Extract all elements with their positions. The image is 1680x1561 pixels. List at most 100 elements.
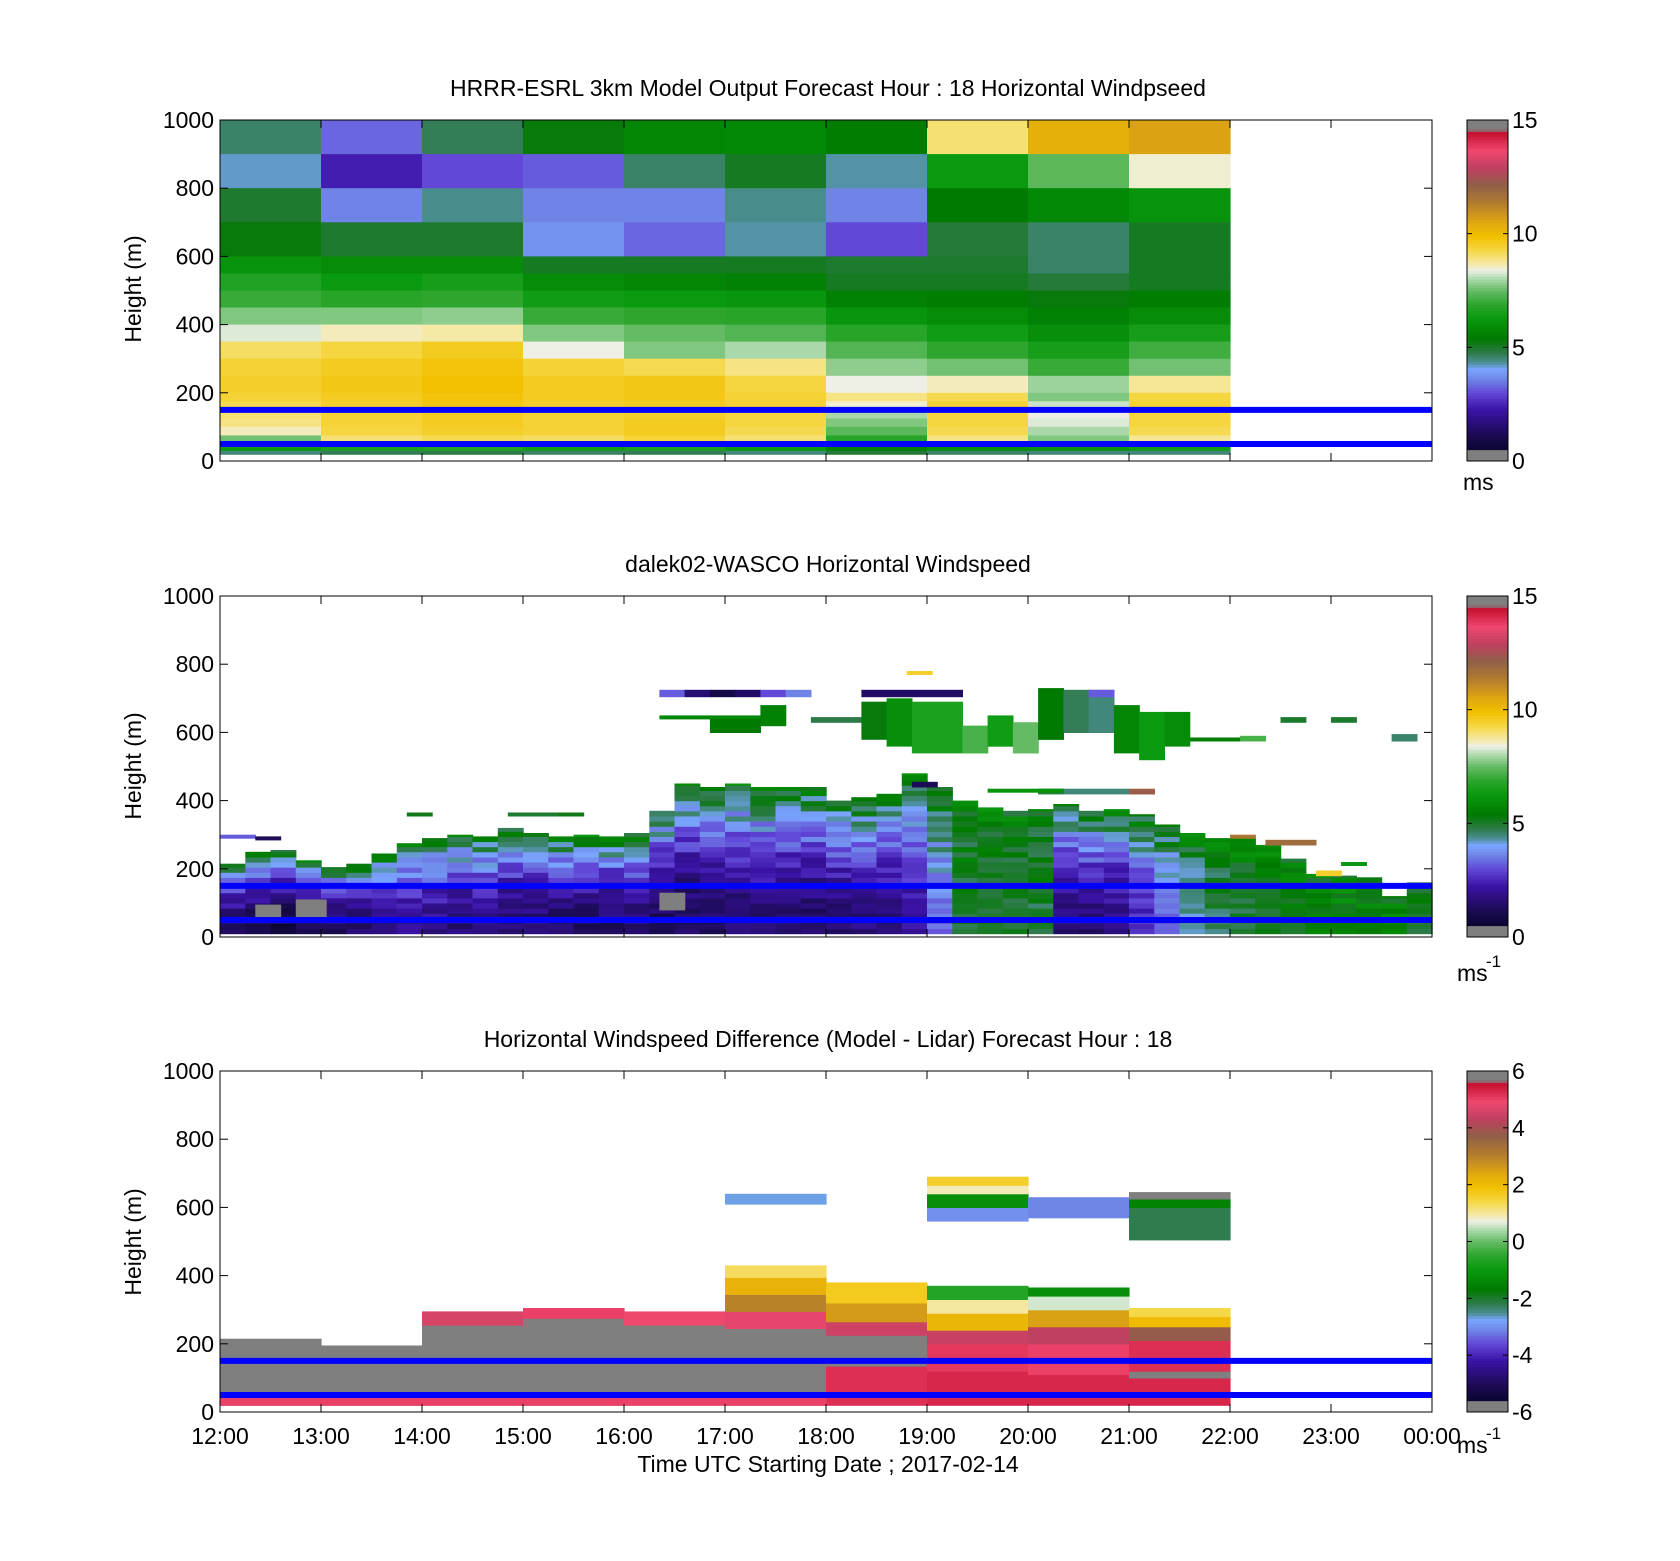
colorbar-segment	[1467, 726, 1508, 731]
lidar-gate	[1179, 833, 1206, 837]
lidar-gate	[750, 831, 777, 837]
colorbar-segment	[1467, 1099, 1508, 1103]
lidar-gate	[1280, 872, 1307, 878]
lidar-gate	[447, 862, 474, 868]
lidar-gate	[851, 805, 878, 812]
lidar-gate	[497, 902, 524, 909]
lidar-gate	[1331, 877, 1357, 883]
lidar-gate	[1230, 851, 1256, 858]
colorbar-segment	[1467, 624, 1508, 628]
lidar-gate	[699, 815, 726, 822]
lidar-gate	[1280, 858, 1307, 863]
lidar-gate	[674, 877, 701, 883]
lidar-gate	[1002, 892, 1029, 899]
colorbar-segment	[1467, 1394, 1508, 1399]
lidar-gate	[876, 826, 903, 832]
lidar-gate	[1255, 856, 1282, 863]
lidar-gate	[1053, 887, 1080, 894]
heatmap-cell	[624, 450, 726, 455]
heatmap-cell	[1129, 443, 1231, 452]
lidar-echo	[987, 788, 1064, 793]
lidar-gate	[371, 887, 398, 894]
lidar-gate	[1280, 908, 1307, 914]
colorbar-segment	[1467, 911, 1508, 915]
lidar-gate	[750, 815, 777, 822]
colorbar-segment	[1467, 1088, 1508, 1092]
heatmap-cell	[1129, 409, 1231, 419]
colorbar-segment	[1467, 441, 1508, 445]
lidar-gate	[1053, 897, 1080, 904]
colorbar-segment	[1467, 1204, 1508, 1208]
colorbar-segment	[1467, 432, 1508, 436]
colorbar-segment	[1467, 401, 1508, 405]
heatmap-cell	[220, 358, 322, 377]
colorbar-segment	[1467, 1272, 1508, 1277]
colorbar-segment	[1467, 1403, 1508, 1407]
colorbar-segment	[1467, 1264, 1508, 1268]
lidar-gate	[270, 928, 297, 935]
heatmap-cell	[624, 375, 726, 394]
heatmap-cell	[1028, 154, 1130, 189]
colorbar-segment	[1467, 1278, 1508, 1282]
lidar-gate	[497, 897, 524, 904]
lidar-gate	[826, 836, 852, 843]
lidar-gate	[321, 887, 347, 894]
lidar-gate	[674, 862, 701, 868]
lidar-gate	[624, 902, 650, 909]
colorbar-tick-label: 0	[1512, 1229, 1525, 1255]
colorbar-segment	[1467, 732, 1508, 736]
lidar-gate	[321, 908, 347, 914]
colorbar-segment	[1467, 669, 1508, 674]
y-tick-label: 600	[176, 243, 214, 269]
y-tick-label: 0	[201, 924, 214, 950]
lidar-gate	[1002, 867, 1029, 873]
heatmap-cell	[1129, 450, 1231, 455]
lidar-gate	[396, 872, 423, 878]
lidar-gate	[497, 827, 524, 832]
heatmap-cell	[523, 324, 625, 343]
lidar-gate	[725, 851, 751, 858]
colorbar-segment	[1467, 304, 1508, 309]
lidar-gate	[699, 821, 726, 827]
lidar-gate	[927, 831, 953, 837]
lidar-gate	[699, 913, 726, 919]
colorbar-segment	[1467, 803, 1508, 807]
x-tick-label: 21:00	[1100, 1423, 1158, 1449]
lidar-gate	[346, 863, 373, 868]
heatmap-cell	[624, 290, 726, 309]
heatmap-cell	[927, 401, 1029, 411]
heatmap-cell	[422, 409, 524, 419]
lidar-gate	[1078, 908, 1105, 914]
colorbar-segment	[1467, 281, 1508, 286]
lidar-gate	[573, 897, 600, 904]
lidar-gate	[1331, 928, 1357, 935]
lidar-gate	[1078, 902, 1105, 909]
lidar-gate	[901, 800, 928, 807]
heatmap-cell	[927, 435, 1029, 445]
colorbar-segment	[1467, 1124, 1508, 1129]
colorbar-segment	[1467, 1250, 1508, 1254]
heatmap-cell	[624, 120, 726, 155]
lidar-gate	[1255, 846, 1282, 853]
colorbar-segment	[1467, 607, 1508, 611]
y-tick-label: 600	[176, 1194, 214, 1220]
colorbar-segment	[1467, 891, 1508, 895]
lidar-gate	[447, 892, 474, 899]
lidar-gate	[1129, 908, 1155, 914]
colorbar-segment	[1467, 885, 1508, 890]
lidar-gate	[725, 821, 751, 827]
lidar-gate	[1154, 923, 1181, 930]
lidar-gate	[1053, 851, 1080, 858]
colorbar-segment	[1467, 1170, 1508, 1174]
colorbar-segment	[1467, 1176, 1508, 1180]
colorbar-segment	[1467, 1335, 1508, 1339]
colorbar-segment	[1467, 165, 1508, 169]
lidar-gate	[851, 862, 878, 868]
lidar-echo	[987, 715, 1014, 747]
heatmap-cell	[523, 435, 625, 445]
lidar-gate	[1103, 826, 1130, 832]
lidar-gate	[497, 908, 524, 914]
lidar-gate	[548, 841, 575, 848]
lidar-gate	[1129, 928, 1155, 935]
